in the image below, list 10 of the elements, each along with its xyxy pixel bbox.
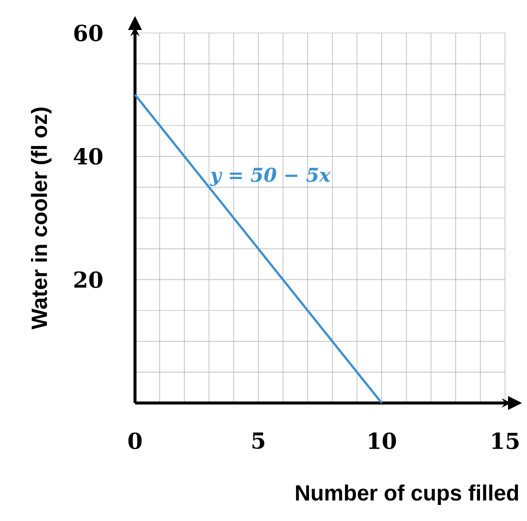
- y-axis-title: Water in cooler (fl oz): [30, 108, 52, 330]
- x-tick-label: 10: [369, 432, 396, 450]
- series-label: y = 50 − 5x: [210, 168, 331, 186]
- y-tick-label: 20: [74, 271, 102, 288]
- y-tick-label: 60: [74, 24, 102, 42]
- x-axis-title: Number of cups filled: [296, 484, 518, 506]
- x-tick-label: 5: [252, 432, 264, 449]
- x-tick-label: 15: [492, 432, 519, 450]
- y-tick-label: 40: [74, 148, 102, 165]
- x-tick-label: 0: [128, 432, 142, 450]
